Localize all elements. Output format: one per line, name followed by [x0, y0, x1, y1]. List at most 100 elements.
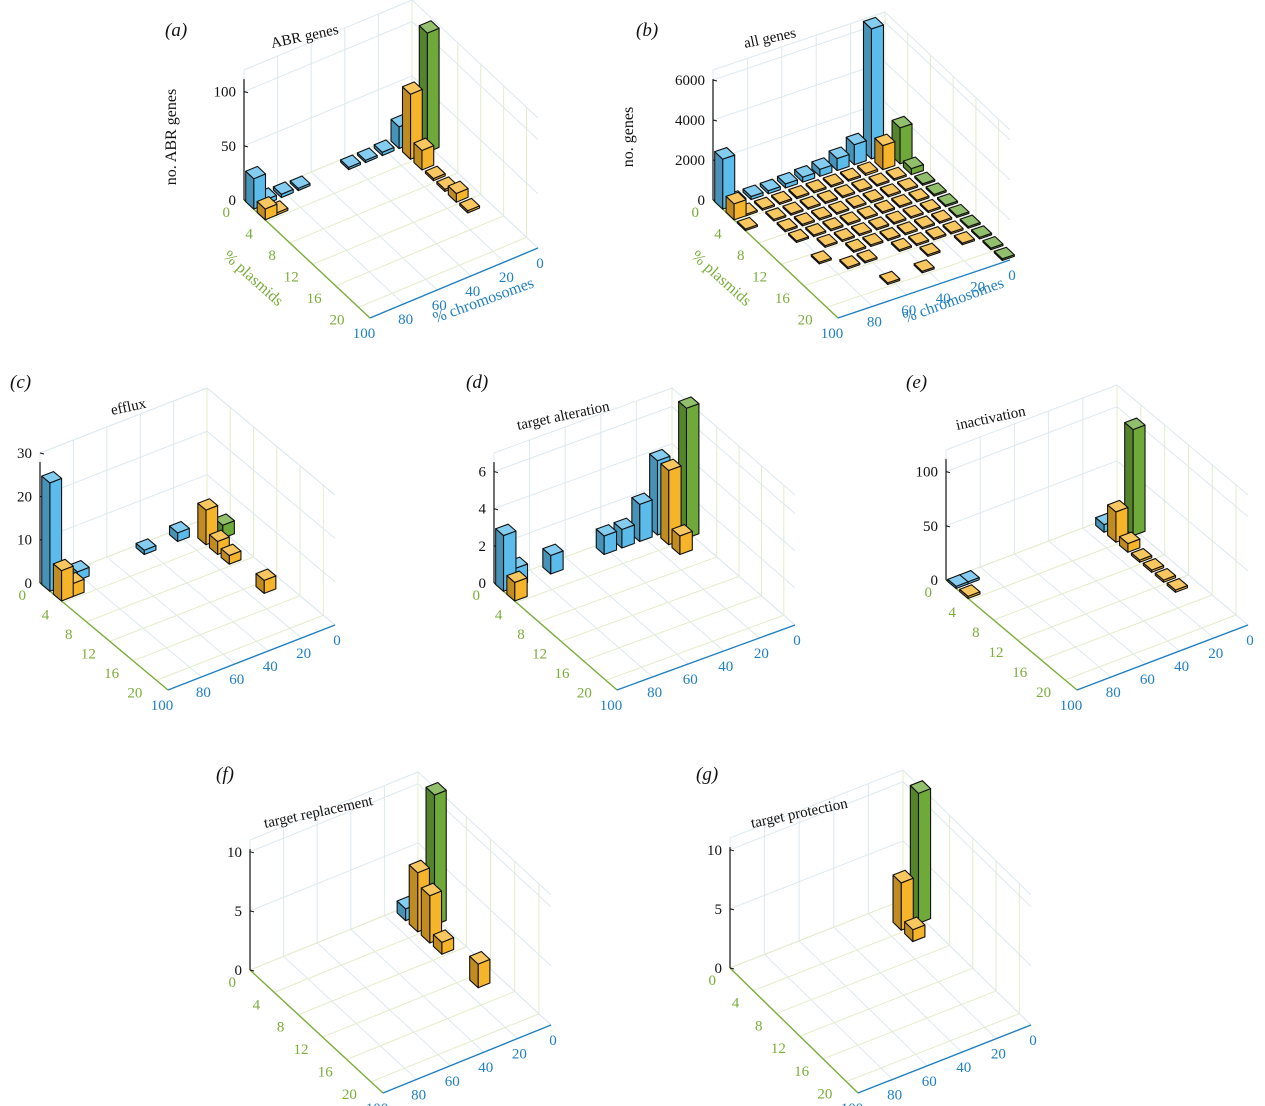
z-tick-label: 0 — [715, 961, 723, 977]
bar-both — [1118, 531, 1141, 553]
bar-both — [816, 189, 838, 205]
plasmid-tick-label: 20 — [798, 312, 813, 328]
chromosome-tick-label: 40 — [465, 284, 480, 300]
bar-chromosome — [373, 139, 395, 157]
bar-both — [1130, 548, 1153, 563]
plasmid-tick-label: 12 — [771, 1041, 786, 1057]
z-tick-label: 100 — [214, 85, 237, 101]
plasmid-tick-label: 16 — [307, 291, 323, 307]
chromosome-tick-label: 100 — [353, 326, 376, 342]
chromosome-tick-label: 100 — [366, 1101, 389, 1106]
panel-letter: (c) — [10, 372, 31, 393]
plasmid-tick-label: 0 — [925, 585, 933, 601]
bar-plasmid — [982, 235, 1004, 251]
bar-both — [799, 195, 821, 210]
bar-both — [851, 178, 873, 193]
chromosome-axis-label: % chromosomes — [901, 275, 1007, 327]
chromosome-tick-label: 80 — [411, 1087, 426, 1103]
plasmid-tick-label: 0 — [223, 205, 231, 221]
plasmid-tick-label: 4 — [495, 607, 503, 623]
chromosome-tick-label: 40 — [936, 291, 951, 307]
bar-both — [1142, 558, 1165, 573]
bar-both — [822, 173, 844, 188]
bar-both — [868, 216, 890, 231]
plasmid-axis-label: % plasmids — [220, 248, 287, 310]
bar-both — [413, 137, 435, 171]
chromosome-tick-label: 60 — [683, 672, 698, 688]
chromosome-tick-label: 60 — [1140, 672, 1155, 688]
chromosome-tick-label: 80 — [887, 1087, 902, 1103]
z-axis-label: no. ABR genes — [163, 89, 180, 185]
plasmid-tick-label: 16 — [1012, 665, 1028, 681]
plasmid-tick-label: 8 — [972, 625, 980, 641]
bar-both — [816, 233, 838, 248]
bar-both — [913, 215, 936, 230]
bar-plasmid — [948, 203, 970, 219]
chromosome-tick-label: 60 — [922, 1074, 937, 1090]
z-tick-label: 4000 — [675, 113, 705, 129]
bar-plasmid — [902, 156, 924, 176]
bar-both — [931, 209, 953, 224]
bar-both — [856, 249, 878, 264]
bar-both — [506, 570, 528, 602]
grid — [945, 384, 1249, 691]
chromosome-tick-label: 80 — [1106, 685, 1121, 701]
plasmid-tick-label: 16 — [775, 291, 791, 307]
bar-chromosome — [947, 574, 969, 590]
z-tick-label: 5 — [235, 904, 243, 920]
z-tick-label: 0 — [235, 963, 243, 979]
plasmid-tick-label: 16 — [318, 1064, 334, 1080]
chromosome-tick-label: 20 — [296, 646, 311, 662]
panel-title: efflux — [110, 396, 149, 419]
bar-both — [788, 184, 810, 200]
plasmid-tick-label: 8 — [517, 627, 525, 643]
bar-both — [782, 201, 804, 216]
chromosome-tick-label: 60 — [901, 303, 916, 319]
bar-both — [839, 255, 861, 270]
plasmid-tick-label: 4 — [948, 605, 956, 621]
bar-both — [834, 184, 856, 199]
bar-both — [810, 250, 832, 265]
bar-both — [896, 221, 918, 236]
bar-chromosome — [272, 181, 294, 199]
z-tick-label: 4 — [479, 502, 487, 518]
bar-both — [959, 584, 981, 600]
bar-both — [885, 166, 907, 181]
plasmid-tick-label: 20 — [577, 685, 592, 701]
bar-plasmid — [993, 246, 1015, 261]
bar-chromosome — [794, 165, 816, 183]
plasmid-tick-label: 0 — [229, 975, 237, 991]
bar-both — [459, 197, 481, 214]
chromosome-tick-label: 0 — [1029, 1033, 1037, 1049]
bar-both — [857, 161, 879, 177]
bar-chromosome — [862, 16, 885, 160]
chromosome-tick-label: 80 — [867, 314, 882, 330]
panel-letter: (a) — [165, 20, 187, 41]
bar-both — [1166, 578, 1189, 593]
bar-chromosome — [811, 157, 833, 177]
plasmid-tick-label: 4 — [245, 226, 253, 242]
panel-letter: (e) — [906, 372, 927, 393]
plasmid-tick-label: 8 — [65, 627, 73, 643]
plasmid-tick-label: 20 — [342, 1087, 357, 1103]
bar-plasmid — [925, 182, 947, 197]
plasmid-tick-label: 12 — [752, 269, 767, 285]
bar-both — [845, 238, 867, 253]
bar-both — [822, 217, 844, 232]
bar-both — [913, 259, 935, 274]
plasmid-tick-label: 0 — [692, 205, 700, 221]
chromosome-tick-label: 20 — [1208, 646, 1223, 662]
panel-letter: (b) — [636, 20, 658, 41]
z-tick-label: 6 — [479, 465, 487, 481]
z-tick-label: 2 — [479, 539, 487, 555]
bar-both — [805, 222, 827, 238]
grid — [39, 387, 336, 691]
bar-both — [892, 869, 914, 931]
chromosome-tick-label: 0 — [549, 1033, 557, 1049]
chromosome-tick-label: 100 — [841, 1101, 864, 1106]
panel-title: inactivation — [955, 403, 1028, 433]
bar-both — [953, 231, 975, 246]
bar-both — [52, 558, 74, 602]
bar-both — [862, 232, 884, 248]
bar-both — [879, 226, 901, 242]
